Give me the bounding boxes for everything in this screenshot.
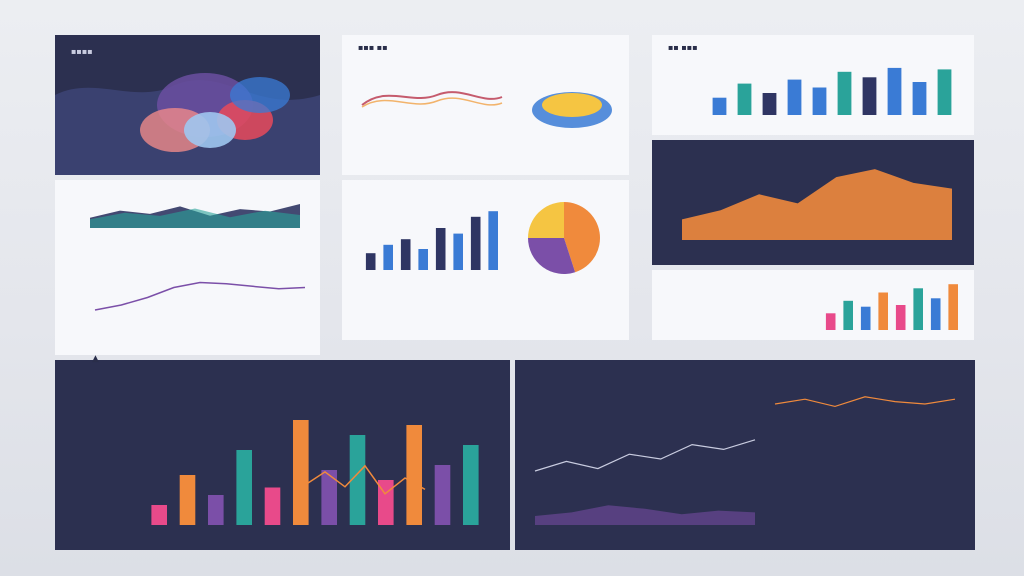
bottom-right-mini-bar-2 <box>860 306 871 330</box>
mid-center-bar-6 <box>470 216 481 270</box>
mid-center-bar-3 <box>418 249 428 270</box>
bottom-left-bar-5 <box>293 420 309 525</box>
triangle-marker-icon: ▲ <box>92 354 99 364</box>
lines-card-left <box>55 180 320 355</box>
wave-card-title-glyph: ▪▪▪ ▪▪ <box>358 43 388 52</box>
bars-and-pie-svg <box>365 202 600 274</box>
pie-slice-0 <box>564 202 600 273</box>
top-right-bar-5 <box>837 71 852 115</box>
wave-chart-card: ▪▪▪ ▪▪ <box>342 35 629 175</box>
hero-chart-card: ▪▪▪▪ <box>55 35 320 175</box>
top-right-bar-2 <box>762 93 777 115</box>
top-right-bar-7 <box>887 67 902 115</box>
lines-card-left-svg <box>90 204 306 311</box>
bottom-left-bar-7 <box>349 435 366 525</box>
hero-blob-chart <box>55 73 320 175</box>
area-chart-right-svg <box>682 169 952 240</box>
hero-title-glyph: ▪▪▪▪ <box>71 47 93 56</box>
bottom-right-mini-bar-0 <box>825 313 836 330</box>
bottom-left-bar-10 <box>434 465 451 525</box>
bottom-right-mini-bar-6 <box>930 298 941 330</box>
bottom-left-bar-3 <box>236 450 252 525</box>
bottom-right-mini-bar-7 <box>948 284 958 330</box>
mid-center-bar-1 <box>383 244 393 270</box>
bottom-left-chart-svg <box>151 420 479 525</box>
bottom-left-chart-panel <box>55 360 510 550</box>
bottom-left-bar-1 <box>179 475 196 525</box>
bottom-right-chart-panel <box>515 360 975 550</box>
mid-center-bar-2 <box>400 239 411 270</box>
mid-center-bar-0 <box>365 253 376 270</box>
area-chart-card-right <box>652 140 974 265</box>
bottom-right-mini-bar-5 <box>913 288 923 330</box>
top-right-bar-8 <box>912 82 927 115</box>
bottom-left-bar-9 <box>406 425 422 525</box>
bottom-left-bar-8 <box>378 480 394 525</box>
bottom-left-bar-0 <box>151 505 167 525</box>
mid-center-bar-5 <box>453 233 463 270</box>
bottom-left-bar-11 <box>463 445 479 525</box>
bars-card-bottom-right <box>652 270 974 340</box>
bottom-right-chart-svg <box>534 396 956 525</box>
top-right-bar-3 <box>787 79 802 115</box>
mid-center-bar-7 <box>488 211 498 270</box>
bottom-left-bar-2 <box>208 495 224 525</box>
top-right-bar-9 <box>937 69 952 115</box>
mid-center-bar-4 <box>435 228 446 270</box>
top-right-title-glyph: ▪▪ ▪▪▪ <box>668 43 698 52</box>
pie-slice-2 <box>528 202 564 238</box>
bottom-right-mini-bar-3 <box>878 292 888 330</box>
pie-slice-1 <box>528 238 576 274</box>
bars-bottom-right-svg <box>825 284 958 330</box>
bottom-left-bar-6 <box>321 470 337 525</box>
wave-chart-svg <box>361 91 612 128</box>
bottom-right-mini-bar-4 <box>895 305 906 330</box>
top-right-bar-1 <box>737 83 752 115</box>
top-right-bar-4 <box>812 87 827 115</box>
bar-chart-card-top-right: ▪▪ ▪▪▪ <box>652 35 974 135</box>
bottom-right-mini-bar-1 <box>843 300 853 330</box>
top-right-bar-6 <box>862 77 877 115</box>
top-right-bar-0 <box>712 97 727 115</box>
bars-and-pie-card <box>342 180 629 340</box>
top-right-bar-chart <box>712 67 952 115</box>
bottom-left-bar-4 <box>264 487 281 525</box>
